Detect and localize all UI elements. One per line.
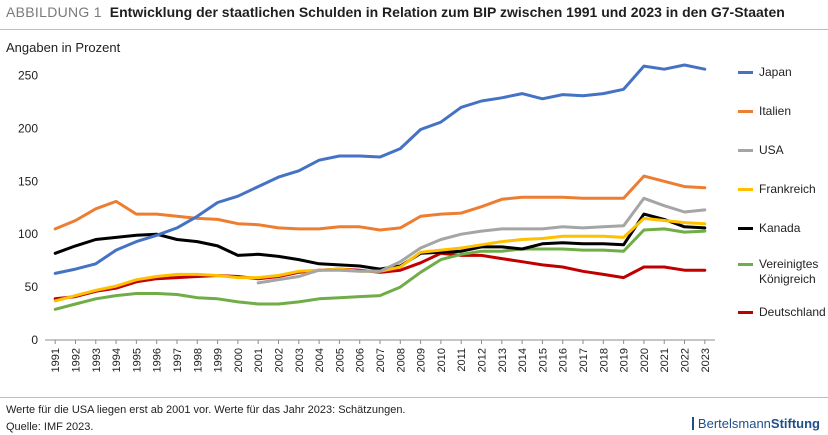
legend-label: Frankreich [759,182,816,196]
brand-name-part1: Bertelsmann [697,416,771,431]
x-tick-label: 1998 [192,348,204,372]
y-tick-label: 100 [18,227,38,241]
x-tick-label: 2011 [456,348,468,372]
legend-swatch [738,71,753,74]
legend-label: Kanada [759,221,801,235]
figure-header: ABBILDUNG 1 Entwicklung der staatlichen … [6,4,785,20]
x-tick-label: 1992 [70,348,82,372]
x-tick-label: 2022 [680,348,692,372]
x-tick-label: 2008 [395,348,407,372]
x-tick-label: 2010 [436,348,448,372]
x-tick-label: 1997 [172,348,184,372]
chart-subtitle: Angaben in Prozent [6,40,121,55]
footnote-source: Quelle: IMF 2023. [6,421,94,433]
x-tick-label: 2013 [497,348,509,372]
x-tick-label: 2020 [639,348,651,372]
legend-label: Italien [759,104,792,118]
x-tick-label: 2003 [294,348,306,372]
legend-label: Vereinigtes Königreich [759,257,819,286]
y-tick-label: 150 [18,174,38,188]
series-line-vereinigtes-k-nigreich [53,227,707,311]
brand-bar [691,417,694,430]
header-rule [0,29,828,30]
x-tick-label: 2009 [416,348,428,372]
x-tick-label: 1996 [152,348,164,372]
legend-item: Italien [738,104,827,119]
brand-name-part2: Stiftung [770,416,820,431]
x-tick-label: 1991 [50,348,62,372]
footer-rule [0,397,828,398]
x-tick-label: 2006 [355,348,367,372]
legend-item: Frankreich [738,182,827,197]
y-tick-label: 50 [25,280,39,294]
footnote-note: Werte für die USA liegen erst ab 2001 vo… [6,404,406,416]
legend-label: Deutschland [759,305,826,319]
legend-swatch [738,188,753,191]
x-tick-label: 1999 [213,348,225,372]
x-tick-label: 2001 [253,348,265,372]
x-tick-label: 2018 [598,348,610,372]
legend-swatch [738,149,753,152]
x-tick-label: 1995 [131,348,143,372]
x-tick-label: 2007 [375,348,387,372]
y-tick-label: 0 [31,333,38,347]
brand-logo: BertelsmannStiftung [691,416,820,431]
x-tick-label: 2005 [334,348,346,372]
y-tick-label: 250 [18,69,38,83]
x-tick-label: 2016 [558,348,570,372]
x-tick-label: 2004 [314,348,326,372]
x-tick-label: 1994 [111,348,123,372]
legend-item: Deutschland [738,305,827,320]
figure-label: ABBILDUNG 1 [6,4,102,20]
x-tick-label: 2002 [273,348,285,372]
figure-title: Entwicklung der staatlichen Schulden in … [109,4,785,20]
legend-swatch [738,227,753,230]
x-tick-label: 2023 [700,348,712,372]
x-tick-label: 2000 [233,348,245,372]
x-tick-label: 2014 [517,348,529,372]
series-line-japan [53,63,707,275]
x-tick-label: 2015 [537,348,549,372]
x-tick-label: 2019 [619,348,631,372]
series-line-italien [53,174,707,232]
x-tick-label: 2021 [659,348,671,372]
legend-item: Japan [738,65,827,80]
legend-swatch [738,311,753,314]
x-tick-label: 2017 [578,348,590,372]
legend-label: Japan [759,65,792,79]
series-line-usa [256,196,707,285]
x-tick-label: 2012 [477,348,489,372]
legend-item: Kanada [738,221,827,236]
x-tick-label: 1993 [91,348,103,372]
legend-item: Vereinigtes Königreich [738,257,827,287]
series-line-kanada [53,212,707,271]
y-tick-label: 200 [18,121,38,135]
legend-label: USA [759,143,784,157]
legend-swatch [738,263,753,266]
legend-item: USA [738,143,827,158]
legend-swatch [738,110,753,113]
line-chart: 0 50 100 150 200 250 1991 1992 1993 1994 1995 1996 1… [18,63,715,372]
